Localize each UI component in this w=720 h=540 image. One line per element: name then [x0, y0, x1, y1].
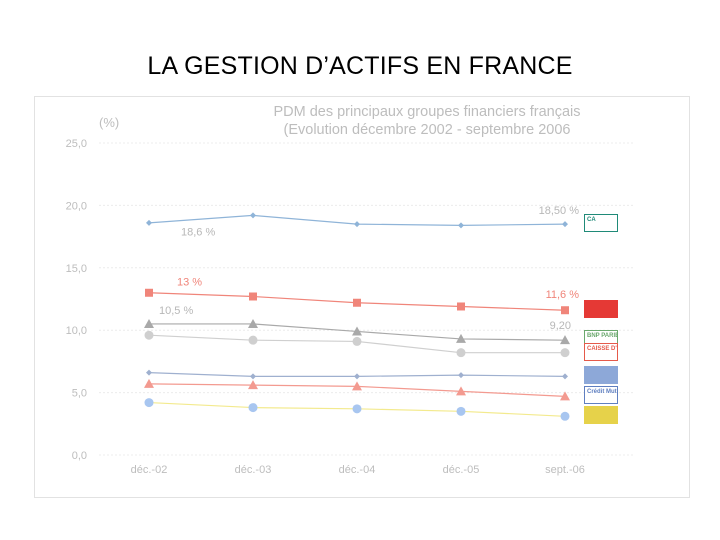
data-point — [248, 380, 258, 390]
data-point — [457, 302, 465, 311]
data-point — [250, 212, 256, 219]
data-point — [456, 333, 466, 343]
data-label: 18,50 % — [539, 205, 580, 217]
data-point — [562, 373, 568, 380]
data-point — [456, 386, 466, 396]
legend-logo: Crédit Mutuel — [584, 386, 618, 404]
data-point — [248, 403, 258, 413]
x-tick-label: déc.-04 — [339, 464, 376, 476]
data-point — [144, 330, 154, 340]
grid-lines — [99, 142, 635, 456]
x-tick-label: sept.-06 — [545, 464, 585, 476]
data-point — [352, 404, 362, 414]
y-tick-labels: 25,0 20,0 15,0 10,0 5,0 0,0 — [66, 138, 87, 462]
data-point — [456, 348, 466, 358]
line-chart: PDM des principaux groupes financiers fr… — [66, 104, 635, 476]
data-point — [250, 373, 256, 380]
y-tick-label: 20,0 — [66, 200, 87, 212]
y-tick-label: 15,0 — [66, 263, 87, 275]
data-point — [354, 373, 360, 380]
data-label: 10,5 % — [159, 305, 193, 317]
data-point — [144, 398, 154, 408]
data-point — [560, 348, 570, 358]
data-point — [145, 288, 153, 297]
annotations: 18,6 % 18,50 % 13 % 11,6 % 10,5 % 9,20 — [159, 205, 579, 332]
y-tick-label: 25,0 — [66, 138, 87, 150]
data-point — [146, 219, 152, 226]
data-point — [458, 222, 464, 229]
legend-logo: CA — [584, 214, 618, 232]
legend-logo — [584, 300, 618, 318]
data-label: 9,20 — [550, 320, 571, 332]
slide-title: LA GESTION D’ACTIFS EN FRANCE — [147, 52, 573, 80]
x-tick-label: déc.-05 — [443, 464, 480, 476]
data-point — [560, 411, 570, 421]
data-point — [352, 336, 362, 346]
data-point — [560, 335, 570, 345]
data-point — [249, 292, 257, 301]
series-lines — [144, 212, 570, 421]
x-tick-labels: déc.-02 déc.-03 déc.-04 déc.-05 sept.-06 — [131, 464, 585, 476]
y-tick-label: 10,0 — [66, 325, 87, 337]
y-tick-label: 0,0 — [72, 450, 87, 462]
y-tick-label: 5,0 — [72, 388, 87, 400]
data-point — [352, 326, 362, 336]
data-point — [458, 372, 464, 379]
legend-logo: CAISSE D'EPARGNE — [584, 343, 618, 361]
chart-frame: PDM des principaux groupes financiers fr… — [34, 96, 690, 498]
data-point — [146, 369, 152, 376]
x-tick-label: déc.-03 — [235, 464, 272, 476]
x-tick-label: déc.-02 — [131, 464, 168, 476]
data-point — [248, 318, 258, 328]
chart-title: PDM des principaux groupes financiers fr… — [273, 104, 580, 120]
legend-logo — [584, 366, 618, 384]
data-point — [352, 381, 362, 391]
legend-logo — [584, 406, 618, 424]
chart-subtitle: (Evolution décembre 2002 - septembre 200… — [284, 122, 571, 138]
data-point — [354, 221, 360, 228]
data-point — [144, 378, 154, 388]
data-point — [560, 391, 570, 401]
data-label: 11,6 % — [546, 289, 580, 301]
data-label: 18,6 % — [181, 226, 215, 238]
data-point — [561, 306, 569, 315]
data-point — [144, 318, 154, 328]
data-label: 13 % — [177, 276, 202, 288]
data-point — [562, 221, 568, 228]
y-axis-label: (%) — [99, 115, 119, 130]
data-point — [456, 406, 466, 416]
data-point — [353, 298, 361, 307]
data-point — [248, 335, 258, 345]
